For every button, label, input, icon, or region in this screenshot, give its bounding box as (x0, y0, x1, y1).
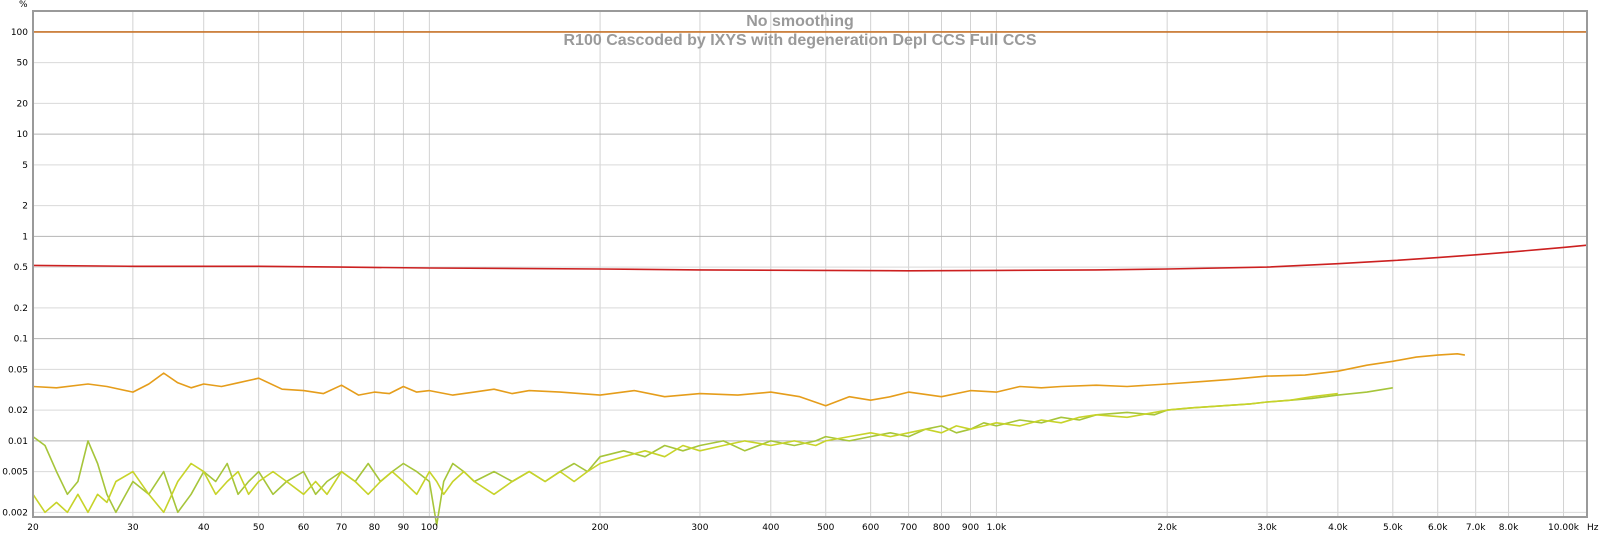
x-tick-label-7: 90 (398, 523, 410, 533)
y-tick-label-8: 0.2 (14, 304, 28, 314)
x-tick-label-23: 7.0k (1466, 523, 1486, 533)
x-tick-label-10: 300 (691, 523, 708, 533)
y-tick-label-13: 0.005 (2, 468, 28, 478)
x-tick-label-20: 4.0k (1328, 523, 1348, 533)
x-tick-label-3: 50 (253, 523, 265, 533)
y-tick-label-9: 0.1 (14, 335, 28, 345)
series-line-2 (32, 352, 1466, 407)
x-tick-label-11: 400 (762, 523, 779, 533)
x-unit-label: Hz (1587, 523, 1599, 533)
x-tick-label-17: 1.0k (987, 523, 1007, 533)
plot-frame (32, 10, 1588, 518)
x-tick-label-15: 800 (933, 523, 950, 533)
x-axis-ticks: 20 30 40 50 60 70 80 90 100 200 300 400 500 600 700 800… (27, 523, 1580, 533)
x-tick-label-22: 6.0k (1428, 523, 1448, 533)
y-tick-label-14: 0.002 (2, 508, 28, 518)
y-tick-label-1: 50 (17, 59, 29, 69)
x-tick-label-1: 30 (127, 523, 139, 533)
y-tick-label-10: 0.05 (8, 365, 28, 375)
x-tick-label-8: 100 (421, 523, 438, 533)
y-tick-label-11: 0.02 (8, 406, 28, 416)
y-tick-label-3: 10 (17, 130, 29, 140)
x-tick-label-19: 3.0k (1257, 523, 1277, 533)
series-group (32, 31, 1588, 526)
x-tick-label-2: 40 (198, 523, 210, 533)
x-tick-label-4: 60 (298, 523, 310, 533)
y-tick-label-7: 0.5 (14, 263, 28, 273)
x-tick-label-14: 700 (900, 523, 917, 533)
series-line-1 (32, 244, 1588, 272)
x-tick-label-6: 80 (369, 523, 381, 533)
x-tick-label-25: 10.00k (1548, 523, 1580, 533)
x-tick-label-18: 2.0k (1157, 523, 1177, 533)
x-tick-label-5: 70 (336, 523, 348, 533)
y-tick-label-5: 2 (22, 202, 28, 212)
y-tick-label-12: 0.01 (8, 437, 28, 447)
y-tick-label-2: 20 (17, 99, 29, 109)
y-tick-label-6: 1 (22, 232, 28, 242)
series-line-4 (32, 392, 1338, 514)
x-tick-label-9: 200 (591, 523, 608, 533)
y-axis-ticks: 100 50 20 10 5 2 1 0.5 0.2 0.1 0.05 0.02 0.01 0.005 0.… (2, 28, 28, 518)
y-tick-label-0: 100 (11, 28, 28, 38)
x-tick-label-12: 500 (817, 523, 834, 533)
x-tick-label-24: 8.0k (1499, 523, 1519, 533)
grid (32, 11, 1587, 517)
y-tick-label-4: 5 (22, 161, 28, 171)
chart-title: No smoothing (746, 13, 854, 30)
chart-subtitle: R100 Cascoded by IXYS with degeneration … (564, 32, 1037, 49)
x-tick-label-16: 900 (962, 523, 979, 533)
y-unit-label: % (19, 0, 28, 10)
x-tick-label-13: 600 (862, 523, 879, 533)
x-tick-label-0: 20 (27, 523, 39, 533)
x-tick-label-21: 5.0k (1383, 523, 1403, 533)
